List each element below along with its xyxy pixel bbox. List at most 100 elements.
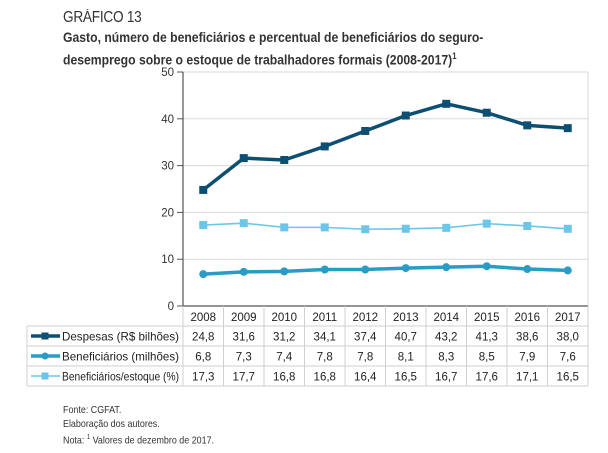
table-cell: 16,8 <box>314 372 336 384</box>
table-cell: 8,3 <box>438 352 454 364</box>
legend-key-marker <box>41 332 49 340</box>
legend-label: Despesas (R$ bilhões) <box>62 330 179 344</box>
series-group <box>199 99 572 279</box>
x-tick-label: 2013 <box>393 312 419 324</box>
table-cell: 6,8 <box>195 352 211 364</box>
data-point <box>320 142 329 151</box>
data-point <box>442 99 451 108</box>
table-cell: 7,8 <box>317 352 333 364</box>
data-point <box>482 108 491 117</box>
table-cell: 17,6 <box>476 372 498 384</box>
data-point <box>442 263 451 272</box>
line-chart: 0 10 20 30 40 50 2008 2009 2010 2011 2012 2013 2014… <box>26 67 589 387</box>
data-point <box>280 155 289 164</box>
table-cell: 17,7 <box>233 372 255 384</box>
chart-title-line-2: desemprego sobre o estoque de trabalhado… <box>63 47 579 70</box>
table-cell: 38,0 <box>557 332 579 344</box>
data-point <box>563 266 572 275</box>
table-cell: 7,9 <box>519 352 535 364</box>
data-point <box>563 224 572 233</box>
legend-key-marker <box>41 352 49 360</box>
data-point <box>199 221 208 230</box>
table-cell: 16,5 <box>557 372 579 384</box>
data-point <box>239 219 248 228</box>
data-point <box>523 265 532 274</box>
table-cell: 43,2 <box>435 332 457 344</box>
source-note: Fonte: CGFAT. <box>63 404 122 416</box>
data-point <box>401 111 410 120</box>
x-tick-label: 2016 <box>514 312 540 324</box>
table-cell: 7,6 <box>560 352 576 364</box>
data-point <box>320 223 329 232</box>
table-cell: 7,8 <box>357 352 373 364</box>
series-line-1 <box>202 102 568 192</box>
data-point <box>361 225 370 234</box>
legend-key-marker <box>41 372 49 380</box>
x-tick-label: 2008 <box>190 312 216 324</box>
footnote-text: Valores de dezembro de 2017. <box>92 434 215 447</box>
data-point <box>482 219 491 228</box>
data-point <box>361 265 370 274</box>
chart-notes: Fonte: CGFAT. Elaboração dos autores. No… <box>63 403 214 448</box>
data-table: 2008 2009 2010 2011 2012 2013 2014 2015 2016 2017… <box>26 306 589 387</box>
x-tick-label: 2017 <box>555 312 581 324</box>
series-line-2 <box>203 264 568 276</box>
data-point <box>239 267 248 276</box>
figure-label: GRÁFICO 13 <box>63 9 142 26</box>
table-cell: 7,4 <box>276 352 293 364</box>
y-tick-label: 50 <box>161 67 174 79</box>
data-point <box>523 121 532 130</box>
data-point <box>280 267 289 276</box>
table-cell: 40,7 <box>395 332 417 344</box>
table-cell: 34,1 <box>314 332 336 344</box>
x-tick-label: 2014 <box>433 312 459 324</box>
table-cell: 16,5 <box>395 372 417 384</box>
footnote-mark: 1 <box>86 434 91 441</box>
chart-title-line-1: Gasto, número de beneficiários e percent… <box>63 30 484 46</box>
table-cell: 31,6 <box>233 332 255 344</box>
table-cell: 17,1 <box>516 372 538 384</box>
table-cell: 17,3 <box>192 372 214 384</box>
x-tick-label: 2012 <box>352 312 378 324</box>
table-cell: 8,1 <box>398 352 414 364</box>
y-tick-label: 0 <box>168 301 174 313</box>
table-cell: 41,3 <box>476 332 498 344</box>
y-axis-ticks: 0 10 20 30 40 50 <box>161 67 183 313</box>
x-tick-label: 2010 <box>271 312 297 324</box>
table-cell: 37,4 <box>354 332 377 344</box>
table-cell: 7,3 <box>236 352 252 364</box>
y-tick-label: 20 <box>161 207 174 219</box>
data-point <box>563 124 572 133</box>
x-tick-label: 2011 <box>312 312 337 324</box>
table-cell: 16,7 <box>435 372 457 384</box>
x-tick-label: 2009 <box>231 312 257 324</box>
x-tick-label: 2015 <box>474 312 500 324</box>
chart-title-line-2-text: desemprego sobre o estoque de trabalhado… <box>63 52 453 69</box>
legend-label: Beneficiários/estoque (%) <box>62 370 179 384</box>
table-cell: 24,8 <box>192 332 214 344</box>
data-point <box>482 262 491 271</box>
footnote: Nota: 1 Valores de dezembro de 2017. <box>63 431 214 448</box>
series-line-3 <box>203 222 568 231</box>
data-point <box>199 185 208 194</box>
table-cell: 8,5 <box>479 352 495 364</box>
title-footnote-mark: 1 <box>452 51 457 61</box>
table-cell: 38,6 <box>516 332 538 344</box>
table-cell: 16,8 <box>273 372 295 384</box>
elaboration-note: Elaboração dos autores. <box>63 418 160 430</box>
data-point <box>401 224 410 233</box>
data-point <box>401 264 410 273</box>
legend-label: Beneficiários (milhões) <box>62 350 179 364</box>
data-point <box>320 265 329 274</box>
table-cell: 31,2 <box>273 332 295 344</box>
data-point <box>239 154 248 163</box>
data-point <box>523 221 532 230</box>
data-point <box>280 223 289 232</box>
data-point <box>199 270 208 279</box>
y-tick-label: 30 <box>161 161 174 173</box>
data-point <box>361 126 370 135</box>
y-tick-label: 10 <box>161 254 174 266</box>
table-cell: 16,4 <box>354 372 377 384</box>
gridlines <box>183 71 588 260</box>
chart-title: Gasto, número de beneficiários e percent… <box>63 29 579 70</box>
